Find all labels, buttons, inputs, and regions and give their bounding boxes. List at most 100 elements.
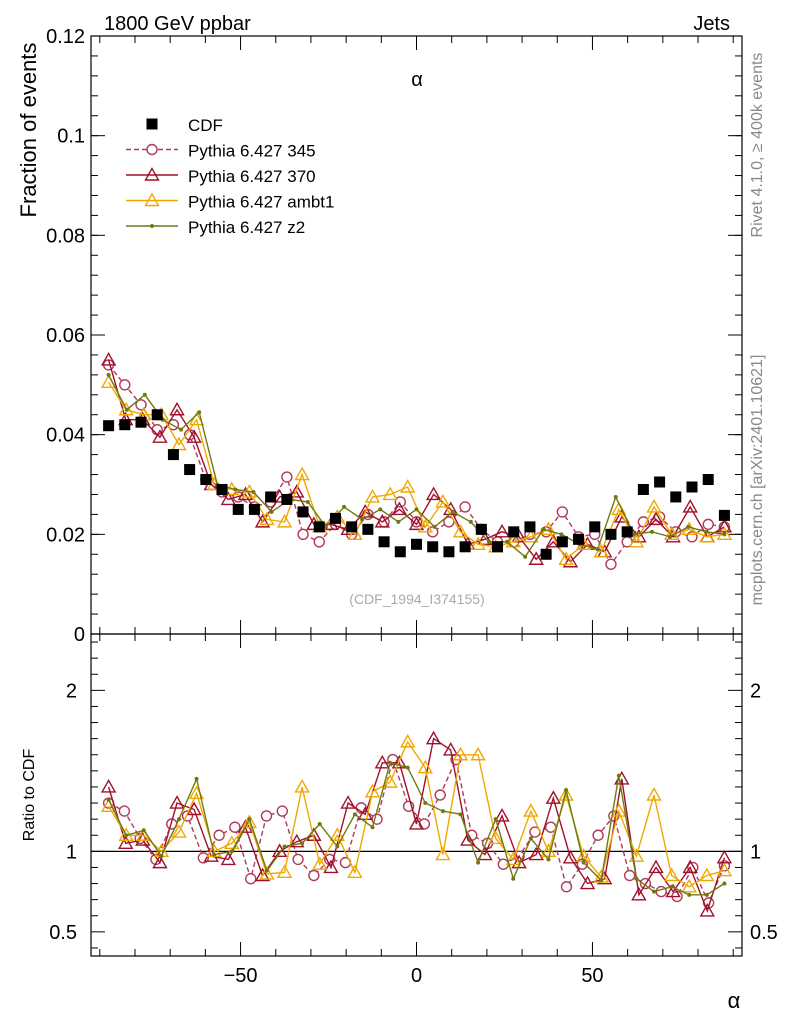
- ratio-point-pythia-6-427-ambt1: [224, 835, 240, 849]
- main-x-axis-ticks: [99, 36, 734, 634]
- ratio-point-pythia-6-427-370: [699, 902, 715, 917]
- ratio-y-tick-label-right: 1: [750, 841, 761, 863]
- data-point-cdf: [589, 521, 601, 533]
- data-point-cdf: [378, 536, 390, 548]
- data-point-cdf: [265, 491, 277, 503]
- ratio-point-pythia-6-427-370: [562, 849, 579, 864]
- data-point-cdf: [167, 449, 179, 461]
- ratio-point-pythia-6-427-z2: [335, 844, 340, 849]
- rivet-version-label: Rivet 4.1.0, ≥ 400k events: [749, 53, 766, 238]
- data-point-pythia-6-427-z2: [197, 410, 202, 415]
- ratio-point-pythia-6-427-370: [169, 795, 185, 809]
- data-point-pythia-6-427-ambt1: [259, 511, 275, 526]
- data-point-pythia-6-427-z2: [251, 489, 256, 494]
- ratio-point-pythia-6-427-z2: [212, 852, 217, 857]
- ratio-point-pythia-6-427-ambt1: [452, 746, 469, 761]
- data-point-pythia-6-427-370: [186, 429, 202, 443]
- ratio-point-pythia-6-427-370: [135, 832, 151, 846]
- data-point-pythia-6-427-z2: [486, 539, 491, 544]
- data-point-pythia-6-427-z2: [704, 529, 709, 534]
- data-point-pythia-6-427-z2: [124, 407, 129, 412]
- ratio-point-pythia-6-427-ambt1: [487, 830, 504, 845]
- ratio-y-axis-label: Ratio to CDF: [21, 749, 38, 842]
- ratio-point-pythia-6-427-370: [391, 754, 408, 769]
- data-point-pythia-6-427-z2: [450, 509, 455, 514]
- data-point-pythia-6-427-z2: [269, 509, 274, 514]
- data-point-cdf: [346, 521, 358, 533]
- ratio-point-pythia-6-427-ambt1: [611, 803, 627, 817]
- ratio-point-pythia-6-427-345: [560, 881, 573, 893]
- data-point-pythia-6-427-ambt1: [382, 486, 398, 501]
- ratio-point-pythia-6-427-z2: [599, 878, 604, 883]
- ratio-point-pythia-6-427-370: [152, 854, 168, 869]
- data-point-pythia-6-427-345: [297, 528, 309, 541]
- main-y-tick-label: 0.12: [46, 26, 85, 48]
- ratio-point-pythia-6-427-345: [308, 869, 320, 882]
- ratio-point-pythia-6-427-370: [511, 854, 527, 869]
- legend-entry-pythia-6-427-345: Pythia 6.427 345: [126, 142, 316, 161]
- legend-entry-pythia-6-427-370: Pythia 6.427 370: [126, 167, 316, 186]
- data-point-cdf: [281, 493, 293, 505]
- legend-label: Pythia 6.427 ambt1: [188, 193, 334, 212]
- ratio-plot-frame: [90, 633, 743, 957]
- ratio-point-pythia-6-427-z2: [159, 854, 164, 859]
- data-point-cdf: [232, 503, 244, 515]
- data-point-pythia-6-427-z2: [722, 532, 727, 537]
- data-point-pythia-6-427-ambt1: [347, 526, 363, 541]
- data-point-pythia-6-427-345: [135, 399, 147, 411]
- data-point-cdf: [605, 528, 617, 540]
- ratio-point-pythia-6-427-z2: [194, 776, 199, 781]
- ratio-point-pythia-6-427-z2: [458, 812, 463, 817]
- main-y-tick-label: 0.06: [46, 325, 85, 347]
- ratio-point-pythia-6-427-370: [579, 875, 596, 890]
- ratio-point-pythia-6-427-z2: [423, 801, 428, 806]
- ratio-line-pythia-6-427-345: [108, 757, 726, 905]
- data-point-cdf: [394, 546, 406, 558]
- ratio-point-pythia-6-427-ambt1: [470, 746, 486, 761]
- ratio-point-pythia-6-427-ambt1: [505, 851, 521, 866]
- data-point-pythia-6-427-z2: [595, 547, 600, 552]
- main-y-tick-label: 0.04: [46, 425, 85, 447]
- ratio-point-pythia-6-427-z2: [229, 849, 234, 854]
- data-point-pythia-6-427-370: [477, 531, 493, 546]
- data-point-cdf: [248, 503, 260, 515]
- ratio-series-pythia-6-427-370: [100, 730, 733, 917]
- ratio-point-pythia-6-427-ambt1: [663, 867, 680, 882]
- data-point-pythia-6-427-z2: [142, 392, 147, 397]
- ratio-y-tick-label: 0.5: [49, 922, 77, 944]
- ratio-point-pythia-6-427-370: [648, 859, 664, 874]
- data-point-pythia-6-427-z2: [505, 539, 510, 544]
- ratio-point-pythia-6-427-345: [434, 789, 446, 801]
- data-point-cdf: [459, 541, 471, 553]
- ratio-point-pythia-6-427-ambt1: [171, 824, 187, 838]
- data-point-cdf: [540, 548, 552, 560]
- data-point-pythia-6-427-345: [119, 379, 131, 391]
- data-point-pythia-6-427-ambt1: [699, 528, 715, 543]
- legend-marker: [146, 143, 158, 156]
- data-point-pythia-6-427-345: [605, 558, 617, 570]
- data-point-cdf: [216, 483, 228, 495]
- ratio-point-pythia-6-427-z2: [687, 892, 692, 897]
- ratio-point-pythia-6-427-z2: [405, 765, 410, 770]
- main-plot-title: α: [411, 69, 423, 91]
- main-y-tick-label: 0.02: [46, 524, 85, 546]
- ratio-point-pythia-6-427-370: [271, 843, 288, 858]
- data-point-cdf: [103, 420, 115, 432]
- data-point-cdf: [411, 538, 422, 550]
- data-point-cdf: [686, 481, 698, 493]
- data-point-cdf: [524, 521, 536, 533]
- x-axis-label: α: [728, 988, 741, 1013]
- ratio-point-pythia-6-427-ambt1: [523, 803, 539, 817]
- ratio-point-pythia-6-427-ambt1: [294, 779, 310, 793]
- legend: CDF Pythia 6.427 345 Pythia 6.427 370 Pythi…: [126, 116, 334, 237]
- data-point-pythia-6-427-370: [100, 351, 117, 366]
- data-point-cdf: [702, 474, 714, 486]
- ratio-point-pythia-6-427-z2: [493, 817, 498, 822]
- main-y-tick-label: 0.1: [57, 126, 85, 148]
- legend-label: Pythia 6.427 345: [188, 142, 316, 161]
- legend-label: Pythia 6.427 z2: [188, 218, 305, 237]
- data-point-cdf: [475, 523, 487, 535]
- data-point-cdf: [718, 509, 730, 521]
- data-point-cdf: [492, 541, 504, 553]
- ratio-point-pythia-6-427-345: [276, 805, 288, 817]
